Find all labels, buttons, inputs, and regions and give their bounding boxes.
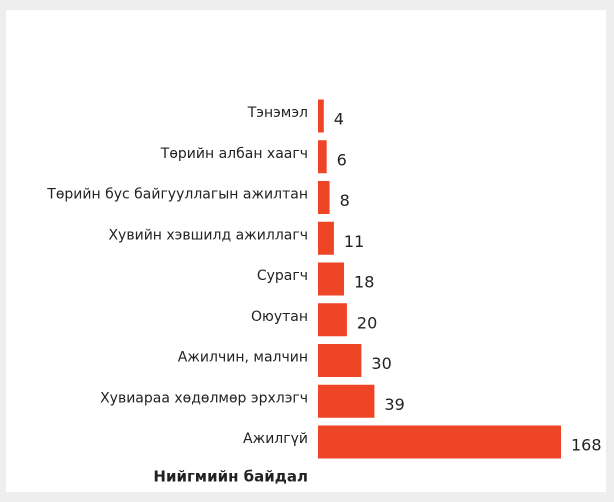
- category-label: Оюутан: [251, 309, 308, 325]
- value-label: 168: [571, 436, 602, 455]
- bar: [318, 384, 375, 418]
- bar: [318, 425, 561, 459]
- value-label: 39: [384, 395, 404, 414]
- bar: [318, 140, 327, 174]
- category-label: Сурагч: [257, 268, 308, 284]
- bar: [318, 181, 330, 214]
- axis-label: Нийгмийн байдал: [153, 468, 308, 486]
- value-label: 8: [340, 191, 350, 210]
- bar: [318, 344, 362, 377]
- category-label: Ажилгүй: [243, 431, 308, 447]
- category-label: Төрийн албан хаагч: [160, 146, 308, 162]
- category-label: Хувийн хэвшилд ажиллагч: [108, 227, 308, 243]
- category-label: Ажилчин, малчин: [178, 350, 308, 366]
- value-label: 18: [354, 273, 374, 292]
- panel: [6, 10, 606, 492]
- category-label: Төрийн бус байгууллагын ажилтан: [46, 187, 308, 203]
- value-label: 20: [357, 313, 377, 332]
- bar: [318, 99, 324, 133]
- category-label: Хувиараа хөдөлмөр эрхлэгч: [100, 390, 308, 406]
- bar: [318, 262, 345, 296]
- bar: [318, 221, 334, 255]
- value-label: 11: [344, 232, 364, 251]
- bar: [318, 303, 347, 337]
- value-label: 30: [371, 354, 391, 373]
- category-label: Тэнэмэл: [247, 105, 308, 121]
- value-label: 6: [337, 150, 347, 169]
- value-label: 4: [334, 110, 344, 129]
